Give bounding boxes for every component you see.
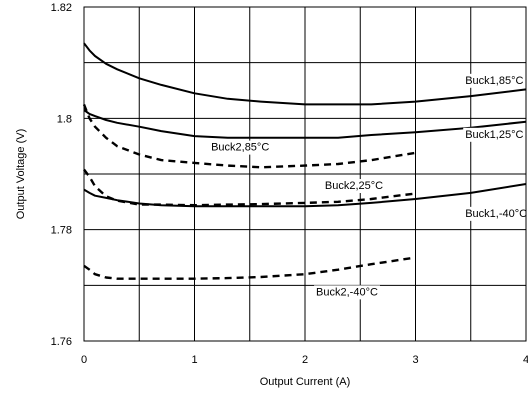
series-label-background — [463, 73, 526, 88]
y-tick-label: 1.8 — [57, 113, 72, 125]
series-line — [82, 103, 416, 169]
grid-lines — [84, 7, 526, 341]
series-label: Buck2,25°C — [325, 180, 383, 192]
y-axis-title: Output Voltage (V) — [15, 129, 27, 220]
series-lines — [82, 42, 527, 280]
series-label-background — [322, 179, 386, 194]
x-tick-labels: 0 1 2 3 4 — [81, 354, 528, 366]
series-label-background — [209, 140, 272, 155]
x-tick-label: 3 — [412, 354, 418, 366]
x-tick-label: 0 — [81, 354, 87, 366]
x-tick-label: 2 — [302, 354, 308, 366]
series-label: Buck1,-40°C — [465, 208, 527, 220]
series-labels: Buck1,85°C Buck1,25°C Buck1,-40°C Buck2,85°… — [209, 73, 528, 300]
series-line — [83, 109, 527, 139]
series-line — [83, 168, 416, 207]
y-tick-label: 1.82 — [51, 2, 72, 14]
y-tick-label: 1.76 — [51, 336, 72, 348]
x-axis-title: Output Current (A) — [260, 376, 350, 388]
series-label-background — [463, 127, 526, 142]
series-label-background — [463, 206, 528, 221]
plot-frame — [83, 6, 527, 342]
x-tick-label: 1 — [191, 354, 197, 366]
series-line — [83, 256, 416, 280]
series-label: Buck1,85°C — [465, 75, 523, 87]
series-label: Buck2,-40°C — [316, 286, 378, 298]
series-label-background — [314, 285, 380, 300]
series-line — [83, 42, 527, 106]
x-tick-label: 4 — [523, 354, 528, 366]
series-label: Buck1,25°C — [465, 129, 523, 141]
series-label: Buck2,85°C — [211, 142, 269, 154]
series-line — [83, 183, 527, 208]
y-tick-labels: 1.76 1.78 1.8 1.82 — [51, 2, 72, 348]
y-tick-label: 1.78 — [51, 225, 72, 237]
